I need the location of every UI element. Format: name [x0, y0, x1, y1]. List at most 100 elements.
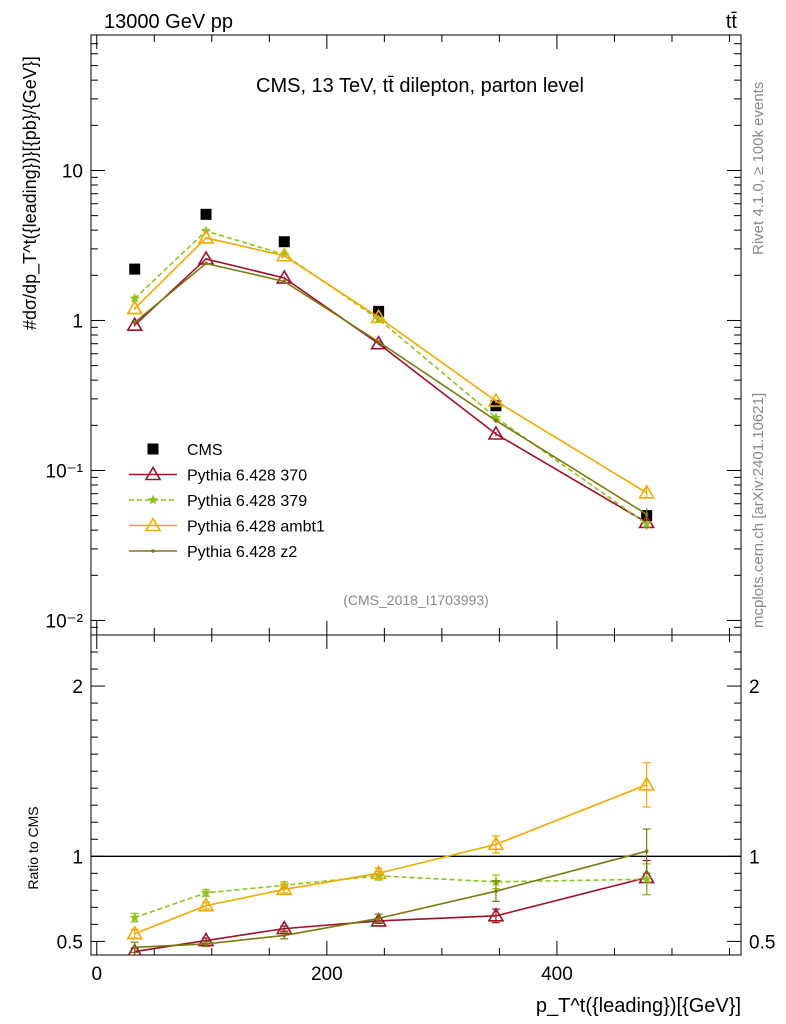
analysis-tag: (CMS_2018_I1703993) [343, 592, 489, 608]
data-point [132, 320, 137, 325]
ratio-y-tick-label: 0.5 [57, 932, 83, 953]
ratio-point [275, 880, 293, 896]
legend-label: Pythia 6.428 z2 [187, 544, 297, 561]
ratio-y-tick-label-right: 0.5 [749, 932, 775, 953]
data-point [126, 299, 144, 315]
x-axis: 0 200 400 [91, 35, 730, 985]
ratio-point [641, 873, 652, 884]
legend-entry: Pythia 6.428 z2 [129, 544, 297, 561]
data-point [204, 261, 208, 266]
main-y-tick-label: 10 [62, 161, 83, 182]
ratio-line [134, 875, 647, 919]
main-y-axis: 10⁻² 10⁻¹ 1 10 [46, 34, 741, 636]
ratio-point [487, 907, 505, 922]
legend-marker [151, 549, 155, 553]
series-3 [126, 229, 656, 499]
data-point [370, 335, 388, 350]
mcplots-label: mcplots.cern.ch [arXiv:2401.10621] [750, 393, 767, 628]
legend-marker [147, 443, 159, 455]
ratio-series-1 [129, 863, 652, 923]
ratio-y-tick-label-right: 1 [749, 847, 760, 868]
legend-entry: Pythia 6.428 ambt1 [129, 516, 325, 536]
ratio-point [487, 835, 505, 851]
ratio-point [132, 945, 137, 950]
data-point [376, 340, 381, 344]
plot-title: CMS, 13 TeV, tt̄ dilepton, parton level [256, 75, 584, 97]
ratio-point [204, 942, 208, 946]
series-line [134, 237, 648, 494]
ratio-line [134, 850, 647, 949]
ratio-point [126, 925, 144, 940]
legend-entry: CMS [147, 442, 223, 459]
data-point [490, 412, 502, 423]
ratio-plot-frame [90, 634, 742, 956]
legend-label: CMS [187, 442, 223, 459]
main-y-axis-label: #dσ/dp_T^t({leading})}[{pb}/{GeV}] [20, 56, 41, 330]
data-point [129, 293, 140, 303]
legend-entry: Pythia 6.428 379 [129, 493, 307, 510]
x-tick-label: 400 [541, 964, 573, 985]
legend-marker [144, 516, 162, 532]
ratio-y-axis: 0.5 0.5 1 1 2 2 [57, 651, 775, 953]
data-point [126, 316, 144, 331]
ratio-y-tick-label: 2 [72, 677, 83, 698]
ratio-point [129, 912, 140, 922]
ratio-point [200, 887, 212, 898]
legend-label: Pythia 6.428 370 [187, 468, 307, 485]
data-point [638, 484, 656, 499]
series-4 [132, 261, 649, 522]
data-point [494, 418, 498, 423]
x-axis-label: p_T^t({leading})[{GeV}] [536, 995, 741, 1017]
ratio-point [376, 916, 381, 921]
process-label: tt̄ [726, 11, 738, 33]
legend-marker [144, 465, 162, 481]
ratio-series [91, 762, 741, 955]
ratio-point [494, 889, 498, 893]
ratio-line [134, 784, 647, 935]
series-1 [126, 250, 656, 529]
data-point [278, 236, 290, 248]
ratio-series-2 [126, 762, 656, 940]
ratio-point [282, 933, 287, 938]
series-line [134, 230, 648, 525]
ratio-point [279, 879, 290, 890]
ratio-y-tick-label: 1 [72, 847, 83, 868]
data-point [373, 313, 384, 324]
x-tick-label: 0 [91, 964, 102, 985]
rivet-label: Rivet 4.1.0, ≥ 100k events [750, 82, 767, 255]
data-point [282, 279, 287, 284]
main-y-tick-label: 10⁻¹ [46, 461, 84, 482]
data-point [275, 247, 293, 262]
data-point [197, 229, 215, 244]
data-point [200, 208, 212, 220]
data-point [370, 308, 388, 324]
energy-label: 13000 GeV pp [104, 11, 233, 33]
legend: CMS Pythia 6.428 370 Pythia 6.428 379 Pythi… [129, 442, 325, 561]
main-y-tick-label: 10⁻² [46, 611, 84, 632]
ratio-point [370, 864, 388, 880]
ratio-point [638, 776, 656, 791]
main-y-tick-label: 1 [72, 311, 83, 332]
data-point [129, 263, 141, 275]
legend-label: Pythia 6.428 379 [187, 493, 307, 510]
ratio-y-axis-label: Ratio to CMS [25, 806, 41, 889]
ratio-point [127, 943, 142, 955]
legend-label: Pythia 6.428 ambt1 [187, 519, 325, 536]
ratio-point [370, 912, 388, 927]
legend-marker [147, 494, 159, 505]
ratio-series-3 [130, 828, 651, 954]
x-tick-label: 200 [311, 964, 343, 985]
data-point [279, 249, 290, 260]
main-series [126, 208, 656, 531]
data-point [487, 425, 505, 440]
series-line [134, 262, 648, 516]
legend-entry: Pythia 6.428 370 [129, 465, 307, 485]
data-point [644, 512, 649, 517]
data-point [641, 518, 652, 529]
ratio-point [197, 897, 215, 912]
ratio-point [644, 849, 649, 853]
ratio-y-tick-label-right: 2 [749, 677, 760, 698]
ratio-line [134, 876, 647, 953]
data-point [487, 392, 505, 407]
